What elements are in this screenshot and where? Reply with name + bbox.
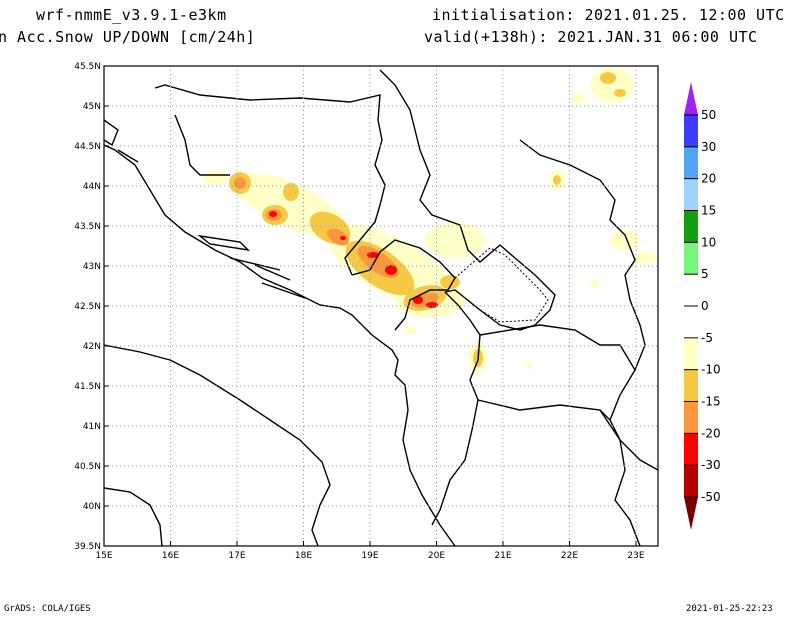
colorbar-segment <box>684 401 698 434</box>
lat-label: 44N <box>83 182 101 192</box>
axis-ticks: 15E 16E 17E 18E 19E 20E 21E 22E 23E 45.5N 45N 44.5N… <box>74 62 645 561</box>
lat-label: 39.5N <box>74 542 101 552</box>
colorbar-label: -5 <box>701 331 713 345</box>
lon-label: 19E <box>361 551 378 561</box>
lon-label: 20E <box>428 551 445 561</box>
lat-label: 43.5N <box>74 222 101 232</box>
timestamp: 2021-01-25-22:23 <box>686 604 773 614</box>
colorbar-segment <box>684 369 698 402</box>
colorbar-label: 20 <box>701 172 716 186</box>
coastlines-borders <box>104 69 658 546</box>
colorbar-segment <box>684 210 698 243</box>
lat-label: 43N <box>83 262 101 272</box>
colorbar-label: 5 <box>701 267 709 281</box>
colorbar-label: -50 <box>701 490 721 504</box>
lat-label: 42.5N <box>74 302 101 312</box>
lat-label: 40N <box>83 502 101 512</box>
lat-label: 45N <box>83 102 101 112</box>
colorbar-label: -10 <box>701 363 721 377</box>
lat-label: 41N <box>83 422 101 432</box>
init-time: initialisation: 2021.01.25. 12:00 UTC <box>432 6 785 24</box>
snow-field <box>203 67 657 374</box>
colorbar-segment <box>684 433 698 466</box>
colorbar-segment <box>684 178 698 211</box>
colorbar-segment <box>684 306 698 339</box>
colorbar-segment <box>684 146 698 180</box>
credit: GrADS: COLA/IGES <box>4 604 91 614</box>
lon-label: 18E <box>295 551 312 561</box>
colorbar-segment <box>684 465 698 498</box>
colorbar-label: 50 <box>701 108 716 122</box>
colorbar-segment <box>684 274 698 307</box>
model-title: wrf-nmmE_v3.9.1-e3km <box>36 6 227 24</box>
lon-label: 23E <box>627 551 644 561</box>
lat-label: 41.5N <box>74 382 101 392</box>
lon-label: 16E <box>162 551 179 561</box>
colorbar-label: 10 <box>701 235 716 249</box>
colorbar-top-arrow <box>684 82 698 115</box>
kosovo-border <box>454 247 549 323</box>
lat-label: 40.5N <box>74 462 101 472</box>
valid-time: valid(+138h): 2021.JAN.31 06:00 UTC <box>424 28 758 46</box>
colorbar-segment <box>684 242 698 275</box>
colorbar-label: -30 <box>701 458 721 472</box>
colorbar-label: 30 <box>701 140 716 154</box>
lon-label: 22E <box>561 551 578 561</box>
lat-label: 42N <box>83 342 101 352</box>
colorbar-label: 15 <box>701 204 716 218</box>
colorbar-label: 0 <box>701 299 709 313</box>
colorbar-segment <box>684 337 698 371</box>
colorbar-segment <box>684 115 698 148</box>
colorbar-label: -15 <box>701 395 721 409</box>
grid-lines <box>104 66 658 546</box>
field-title: n Acc.Snow UP/DOWN [cm/24h] <box>0 28 256 46</box>
lat-label: 45.5N <box>74 62 101 72</box>
lon-label: 21E <box>494 551 511 561</box>
lon-label: 15E <box>95 551 112 561</box>
lat-label: 44.5N <box>74 142 101 152</box>
lon-label: 17E <box>228 551 245 561</box>
colorbar-bottom-arrow <box>684 497 698 530</box>
colorbar-label: -20 <box>701 426 721 440</box>
